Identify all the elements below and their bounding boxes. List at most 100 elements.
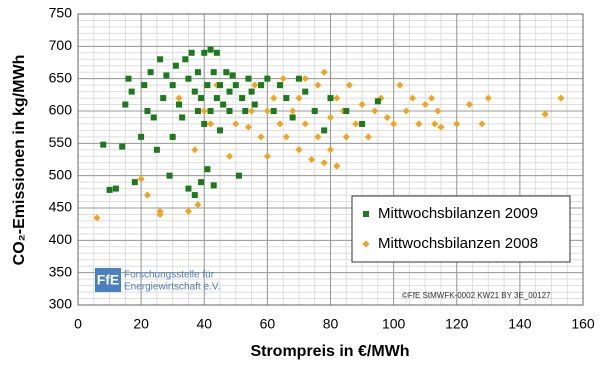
point xyxy=(163,72,170,79)
point xyxy=(198,95,205,102)
x-tick-label: 120 xyxy=(445,316,469,332)
point xyxy=(302,88,309,95)
point xyxy=(301,75,309,83)
point xyxy=(176,101,182,108)
point xyxy=(182,56,189,63)
point xyxy=(371,107,379,115)
point xyxy=(421,101,429,109)
point xyxy=(207,108,214,114)
point xyxy=(308,156,316,163)
point xyxy=(122,101,129,108)
point xyxy=(169,133,176,140)
point xyxy=(248,88,255,95)
point xyxy=(282,133,290,141)
point xyxy=(270,108,277,114)
point xyxy=(345,81,353,89)
y-tick-label: 700 xyxy=(49,37,73,53)
x-axis-label: Strompreis in €/MWh xyxy=(250,343,409,360)
point xyxy=(226,108,233,114)
point xyxy=(204,166,211,173)
point xyxy=(210,69,217,76)
point xyxy=(229,72,236,79)
point xyxy=(232,82,239,89)
point xyxy=(465,101,473,109)
point xyxy=(201,49,208,56)
point xyxy=(201,120,208,127)
point xyxy=(327,95,334,102)
legend-label: Mittwochsbilanzen 2009 xyxy=(378,205,538,222)
point xyxy=(342,133,350,141)
y-tick-label: 550 xyxy=(49,134,73,150)
point xyxy=(276,120,284,128)
point xyxy=(194,201,202,209)
point xyxy=(144,108,151,114)
legend-box xyxy=(351,195,571,263)
point xyxy=(184,207,192,215)
point xyxy=(112,185,119,192)
point xyxy=(343,108,350,114)
point xyxy=(169,82,176,89)
point xyxy=(390,120,398,128)
y-tick-label: 600 xyxy=(49,102,73,118)
point xyxy=(131,179,138,186)
point xyxy=(153,146,160,153)
point xyxy=(437,123,445,131)
point xyxy=(210,182,217,189)
point xyxy=(188,49,195,56)
x-tick-label: 60 xyxy=(260,316,276,332)
legend-marker xyxy=(362,240,370,248)
point xyxy=(301,120,309,128)
point xyxy=(478,120,486,128)
point xyxy=(194,108,201,114)
point xyxy=(217,127,224,134)
point xyxy=(258,82,265,89)
logo-text: FfE xyxy=(97,272,120,288)
point xyxy=(409,94,417,102)
x-tick-label: 20 xyxy=(133,316,149,332)
point xyxy=(314,81,322,89)
point xyxy=(147,69,154,76)
point xyxy=(270,94,278,102)
plot-border xyxy=(77,13,584,306)
point xyxy=(320,159,328,167)
point xyxy=(295,146,303,154)
point xyxy=(289,114,296,121)
point xyxy=(541,110,549,118)
point xyxy=(232,120,240,128)
point xyxy=(128,88,135,95)
x-tick-label: 100 xyxy=(382,316,406,332)
point xyxy=(295,75,302,82)
point xyxy=(191,192,198,199)
point xyxy=(157,56,164,63)
point xyxy=(311,108,318,114)
point xyxy=(194,69,201,76)
point xyxy=(191,88,198,95)
y-tick-label: 500 xyxy=(49,166,73,182)
point xyxy=(207,120,215,128)
point xyxy=(226,88,233,95)
point xyxy=(264,75,271,82)
point xyxy=(453,120,461,128)
x-tick-label: 160 xyxy=(571,316,595,332)
point xyxy=(263,107,271,115)
point xyxy=(248,107,256,115)
point xyxy=(263,152,271,160)
point xyxy=(100,141,107,148)
logo-text: Forschungsstelle für xyxy=(124,270,215,281)
point xyxy=(415,120,423,128)
point xyxy=(283,95,290,102)
point xyxy=(220,101,227,108)
y-tick-label: 650 xyxy=(49,69,73,85)
y-tick-label: 300 xyxy=(49,296,73,312)
y-tick-label: 450 xyxy=(49,199,73,215)
point xyxy=(364,133,372,141)
point xyxy=(106,186,113,193)
point xyxy=(204,82,211,89)
x-tick-label: 80 xyxy=(323,316,339,332)
point xyxy=(257,133,265,141)
point xyxy=(217,82,224,89)
x-tick-label: 40 xyxy=(196,316,212,332)
point xyxy=(166,172,173,179)
